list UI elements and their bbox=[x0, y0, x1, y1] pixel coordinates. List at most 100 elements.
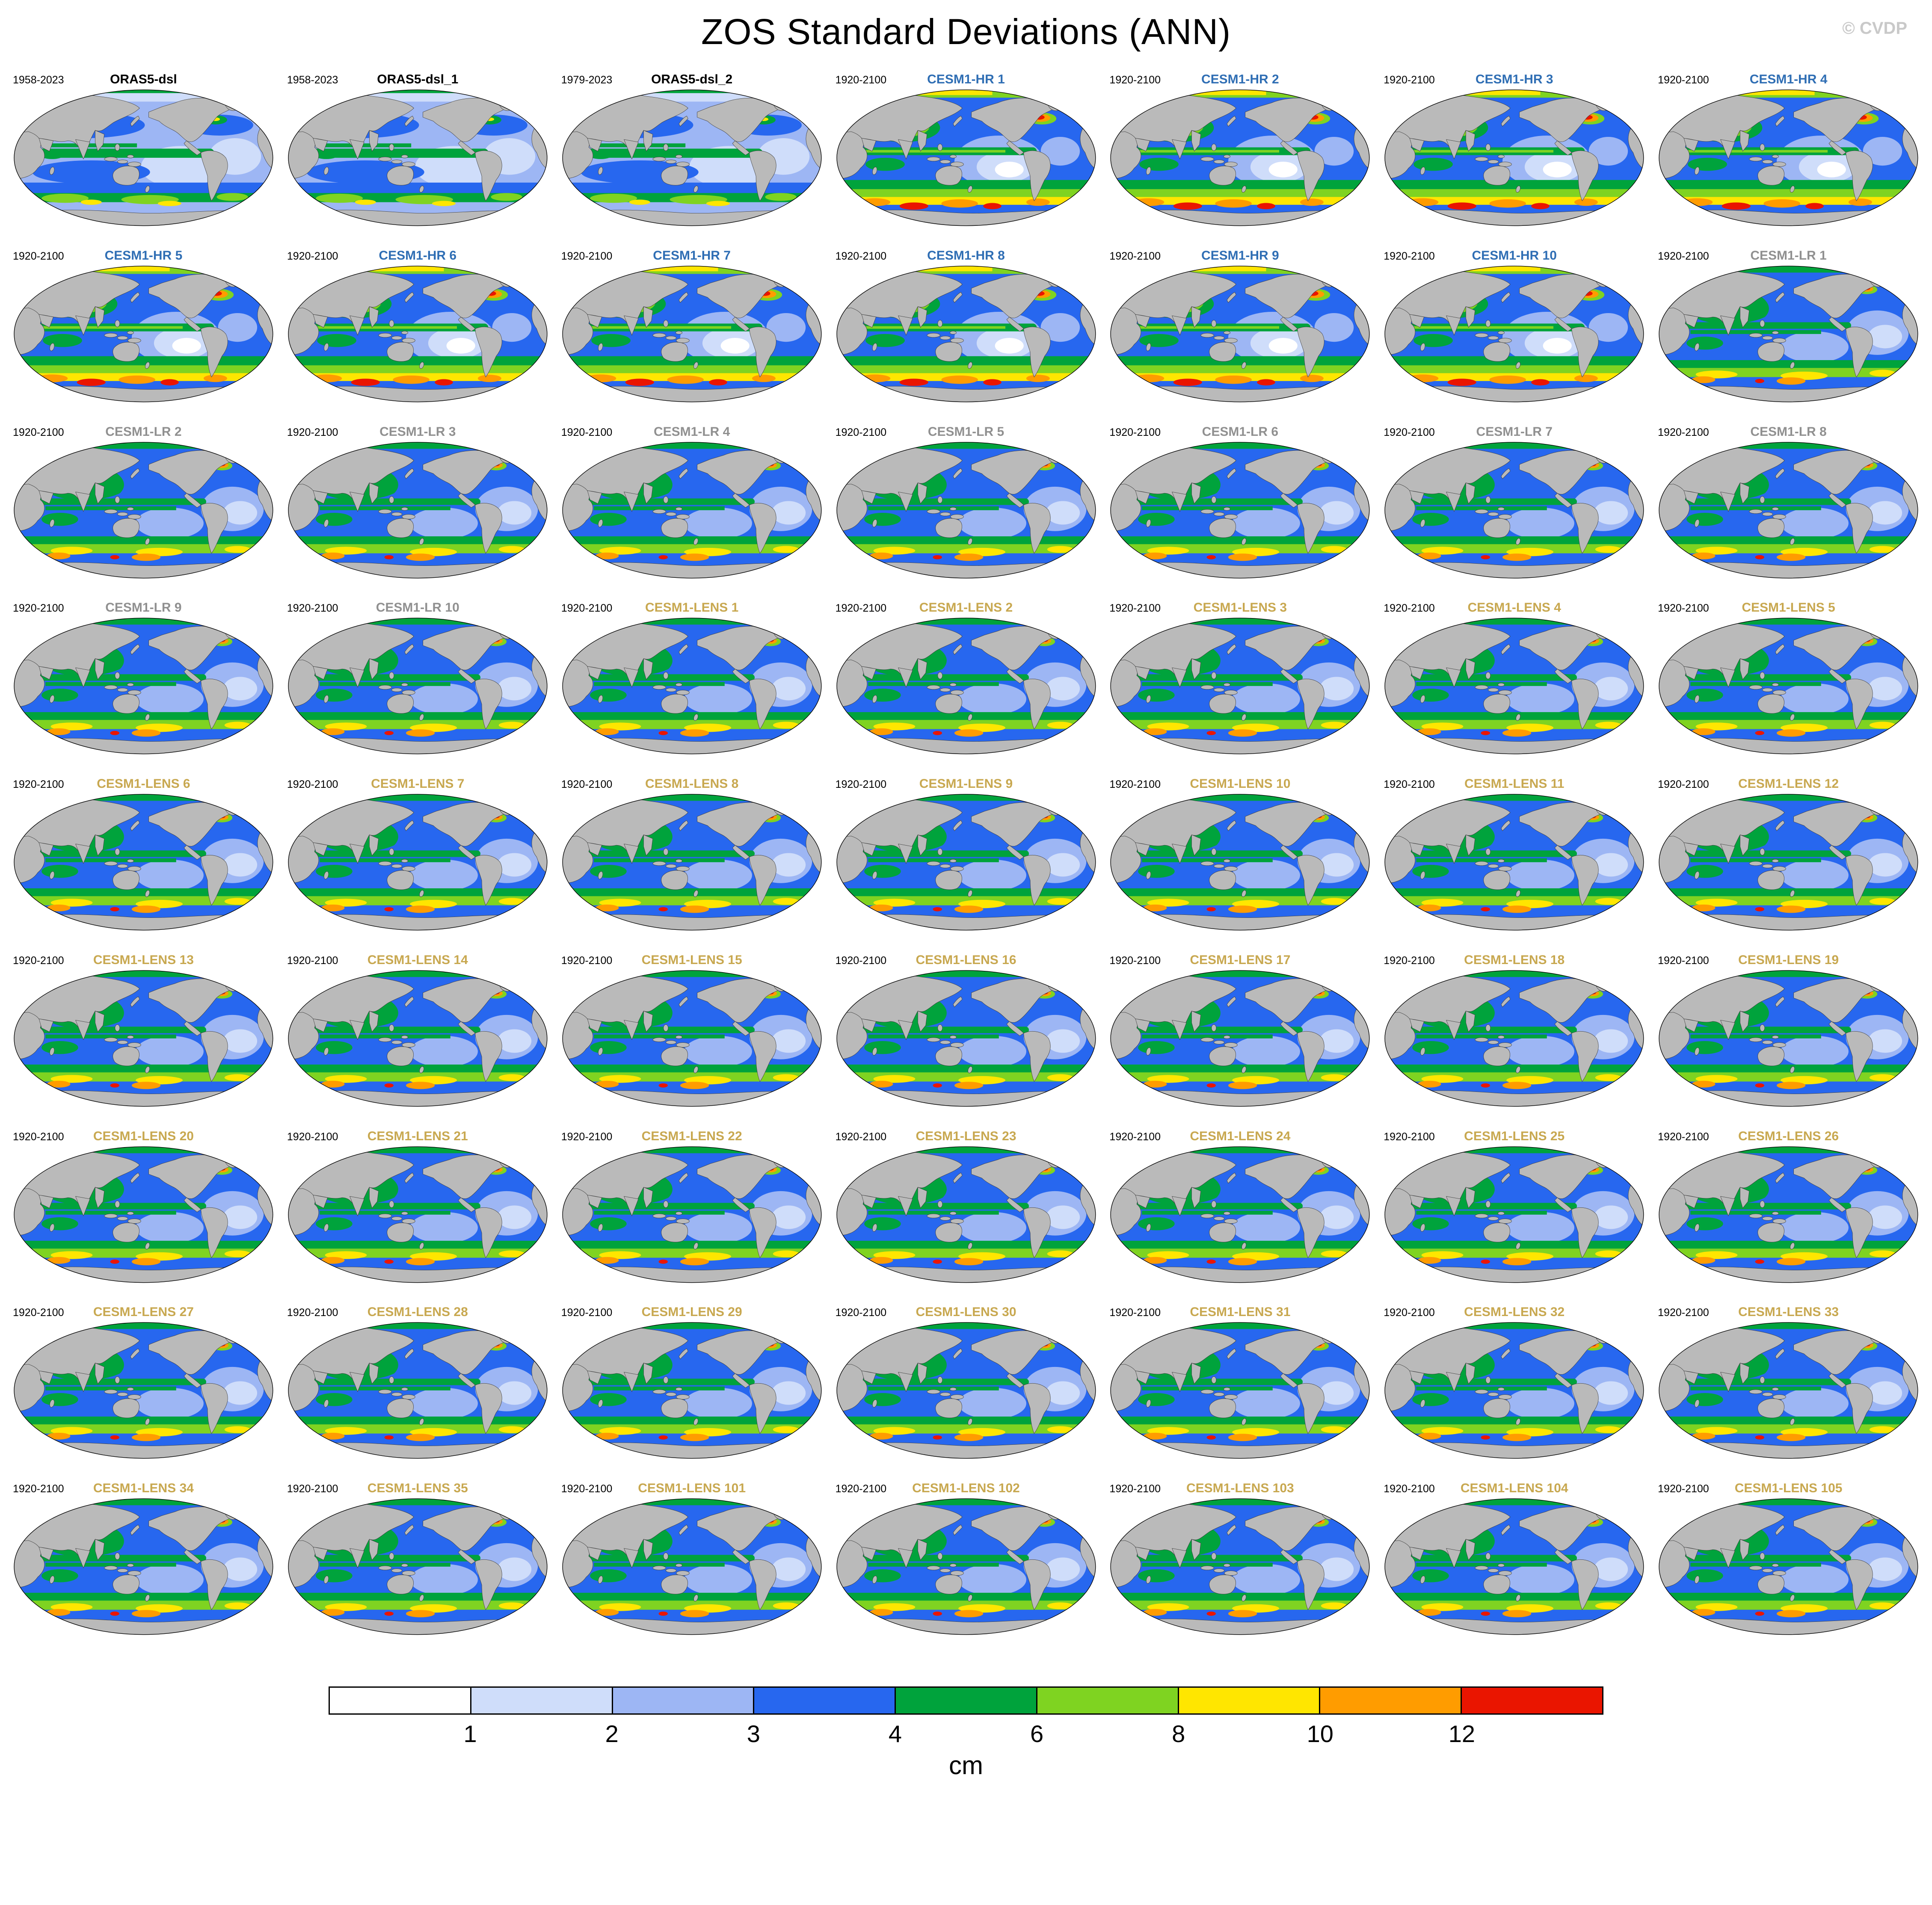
world-map bbox=[1384, 1146, 1644, 1283]
map-panel: 1920-2100 CESM1-LENS 33 bbox=[1653, 1303, 1924, 1460]
colorbar-tick-label: 12 bbox=[1448, 1720, 1476, 1747]
map-outline bbox=[14, 1322, 273, 1459]
panel-title: CESM1-LR 4 bbox=[653, 424, 730, 439]
map-outline bbox=[1110, 618, 1370, 754]
panel-title: CESM1-LR 8 bbox=[1750, 424, 1827, 439]
panel-period: 1920-2100 bbox=[1109, 778, 1161, 790]
panel-header: 1920-2100 CESM1-LENS 102 bbox=[836, 1479, 1097, 1497]
ocean-field bbox=[1111, 266, 1370, 402]
map-panel: 1920-2100 CESM1-LENS 1 bbox=[556, 599, 828, 755]
panel-title: CESM1-LENS 18 bbox=[1464, 952, 1565, 967]
ocean-field bbox=[562, 90, 821, 226]
world-map bbox=[562, 1146, 822, 1283]
panel-header: 1920-2100 CESM1-LENS 27 bbox=[13, 1303, 274, 1321]
panel-period: 1920-2100 bbox=[1384, 250, 1435, 262]
panel-title: CESM1-LENS 29 bbox=[641, 1305, 742, 1319]
map-panel: 1920-2100 CESM1-LR 2 bbox=[8, 423, 279, 580]
panel-header: 1920-2100 CESM1-LENS 21 bbox=[287, 1127, 548, 1145]
ocean-field bbox=[14, 618, 273, 754]
world-map bbox=[1384, 89, 1644, 226]
map-panel: 1920-2100 CESM1-LENS 34 bbox=[8, 1479, 279, 1636]
ocean-field bbox=[1659, 1499, 1918, 1635]
panel-title: CESM1-LENS 105 bbox=[1734, 1481, 1843, 1495]
panel-title: CESM1-LENS 25 bbox=[1464, 1129, 1565, 1143]
panel-header: 1920-2100 CESM1-LENS 14 bbox=[287, 951, 548, 969]
colorbar-tick-label: 8 bbox=[1172, 1720, 1185, 1747]
world-map bbox=[1384, 618, 1644, 754]
colorbar-segment bbox=[1319, 1687, 1461, 1713]
map-outline bbox=[14, 266, 273, 402]
panel-period: 1920-2100 bbox=[1384, 426, 1435, 438]
ocean-field bbox=[14, 1146, 273, 1283]
map-outline bbox=[1110, 970, 1370, 1107]
ocean-field bbox=[1111, 1146, 1370, 1283]
panel-period: 1920-2100 bbox=[13, 1483, 64, 1495]
map-panel: 1920-2100 CESM1-LENS 105 bbox=[1653, 1479, 1924, 1636]
map-panel: 1920-2100 CESM1-LENS 17 bbox=[1104, 951, 1376, 1108]
panel-header: 1920-2100 CESM1-LENS 19 bbox=[1658, 951, 1919, 969]
map-panel: 1920-2100 CESM1-LENS 35 bbox=[282, 1479, 554, 1636]
world-map bbox=[836, 1498, 1096, 1635]
map-panel: 1920-2100 CESM1-LENS 19 bbox=[1653, 951, 1924, 1108]
map-panel: 1920-2100 CESM1-HR 2 bbox=[1104, 71, 1376, 227]
map-outline bbox=[1384, 441, 1644, 578]
panel-header: 1920-2100 CESM1-LENS 1 bbox=[561, 599, 823, 617]
panel-period: 1920-2100 bbox=[1658, 1307, 1709, 1319]
map-panel: 1920-2100 CESM1-LENS 13 bbox=[8, 951, 279, 1108]
world-map bbox=[836, 266, 1096, 402]
ocean-field bbox=[1111, 90, 1370, 226]
map-outline bbox=[836, 441, 1096, 578]
panel-title: CESM1-LR 3 bbox=[379, 424, 456, 439]
panel-period: 1920-2100 bbox=[835, 1483, 887, 1495]
world-map bbox=[14, 1322, 273, 1459]
panel-title: CESM1-LENS 101 bbox=[638, 1481, 746, 1495]
panel-header: 1920-2100 CESM1-LENS 24 bbox=[1109, 1127, 1371, 1145]
world-map bbox=[1384, 441, 1644, 578]
map-outline bbox=[562, 89, 822, 226]
map-outline bbox=[288, 441, 548, 578]
ocean-field bbox=[288, 1499, 547, 1635]
map-panel: 1920-2100 CESM1-LENS 15 bbox=[556, 951, 828, 1108]
colorbar-segment bbox=[330, 1687, 470, 1713]
panel-header: 1920-2100 CESM1-LENS 105 bbox=[1658, 1479, 1919, 1497]
map-panel: 1920-2100 CESM1-LR 7 bbox=[1378, 423, 1650, 580]
panel-period: 1920-2100 bbox=[835, 250, 887, 262]
map-panel: 1920-2100 CESM1-LENS 25 bbox=[1378, 1127, 1650, 1284]
panel-title: CESM1-LR 5 bbox=[927, 424, 1005, 439]
ocean-field bbox=[288, 266, 547, 402]
ocean-field bbox=[14, 1499, 273, 1635]
panel-title: CESM1-LENS 2 bbox=[919, 600, 1013, 615]
colorbar-segment bbox=[611, 1687, 753, 1713]
panel-header: 1920-2100 CESM1-LENS 6 bbox=[13, 775, 274, 793]
panel-title: CESM1-LENS 23 bbox=[916, 1129, 1016, 1143]
panel-title: CESM1-HR 5 bbox=[104, 248, 183, 263]
panel-title: CESM1-LENS 35 bbox=[367, 1481, 468, 1495]
colorbar-segment bbox=[895, 1687, 1036, 1713]
panel-header: 1920-2100 CESM1-LR 1 bbox=[1658, 247, 1919, 265]
panel-period: 1920-2100 bbox=[287, 426, 338, 438]
panel-period: 1920-2100 bbox=[1658, 1130, 1709, 1143]
map-panel: 1920-2100 CESM1-LR 4 bbox=[556, 423, 828, 580]
panel-header: 1920-2100 CESM1-HR 7 bbox=[561, 247, 823, 265]
panel-period: 1920-2100 bbox=[1658, 602, 1709, 615]
panel-period: 1920-2100 bbox=[1658, 954, 1709, 967]
world-map bbox=[562, 89, 822, 226]
panel-period: 1920-2100 bbox=[1384, 1483, 1435, 1495]
panel-title: CESM1-HR 10 bbox=[1472, 248, 1557, 263]
panel-header: 1920-2100 CESM1-LENS 15 bbox=[561, 951, 823, 969]
world-map bbox=[14, 89, 273, 226]
map-outline bbox=[1110, 266, 1370, 402]
map-panel: 1920-2100 CESM1-HR 6 bbox=[282, 247, 554, 403]
panel-header: 1920-2100 CESM1-LENS 12 bbox=[1658, 775, 1919, 793]
map-outline bbox=[836, 1146, 1096, 1283]
map-outline bbox=[1659, 441, 1918, 578]
map-outline bbox=[1659, 89, 1918, 226]
world-map bbox=[1384, 794, 1644, 931]
panel-header: 1920-2100 CESM1-LR 10 bbox=[287, 599, 548, 617]
panel-period: 1958-2023 bbox=[13, 74, 64, 86]
cvdp-watermark: © CVDP bbox=[1842, 19, 1907, 38]
ocean-field bbox=[562, 618, 821, 754]
panel-period: 1920-2100 bbox=[1658, 74, 1709, 86]
map-panel: 1920-2100 CESM1-LENS 9 bbox=[830, 775, 1102, 932]
world-map bbox=[1110, 266, 1370, 402]
